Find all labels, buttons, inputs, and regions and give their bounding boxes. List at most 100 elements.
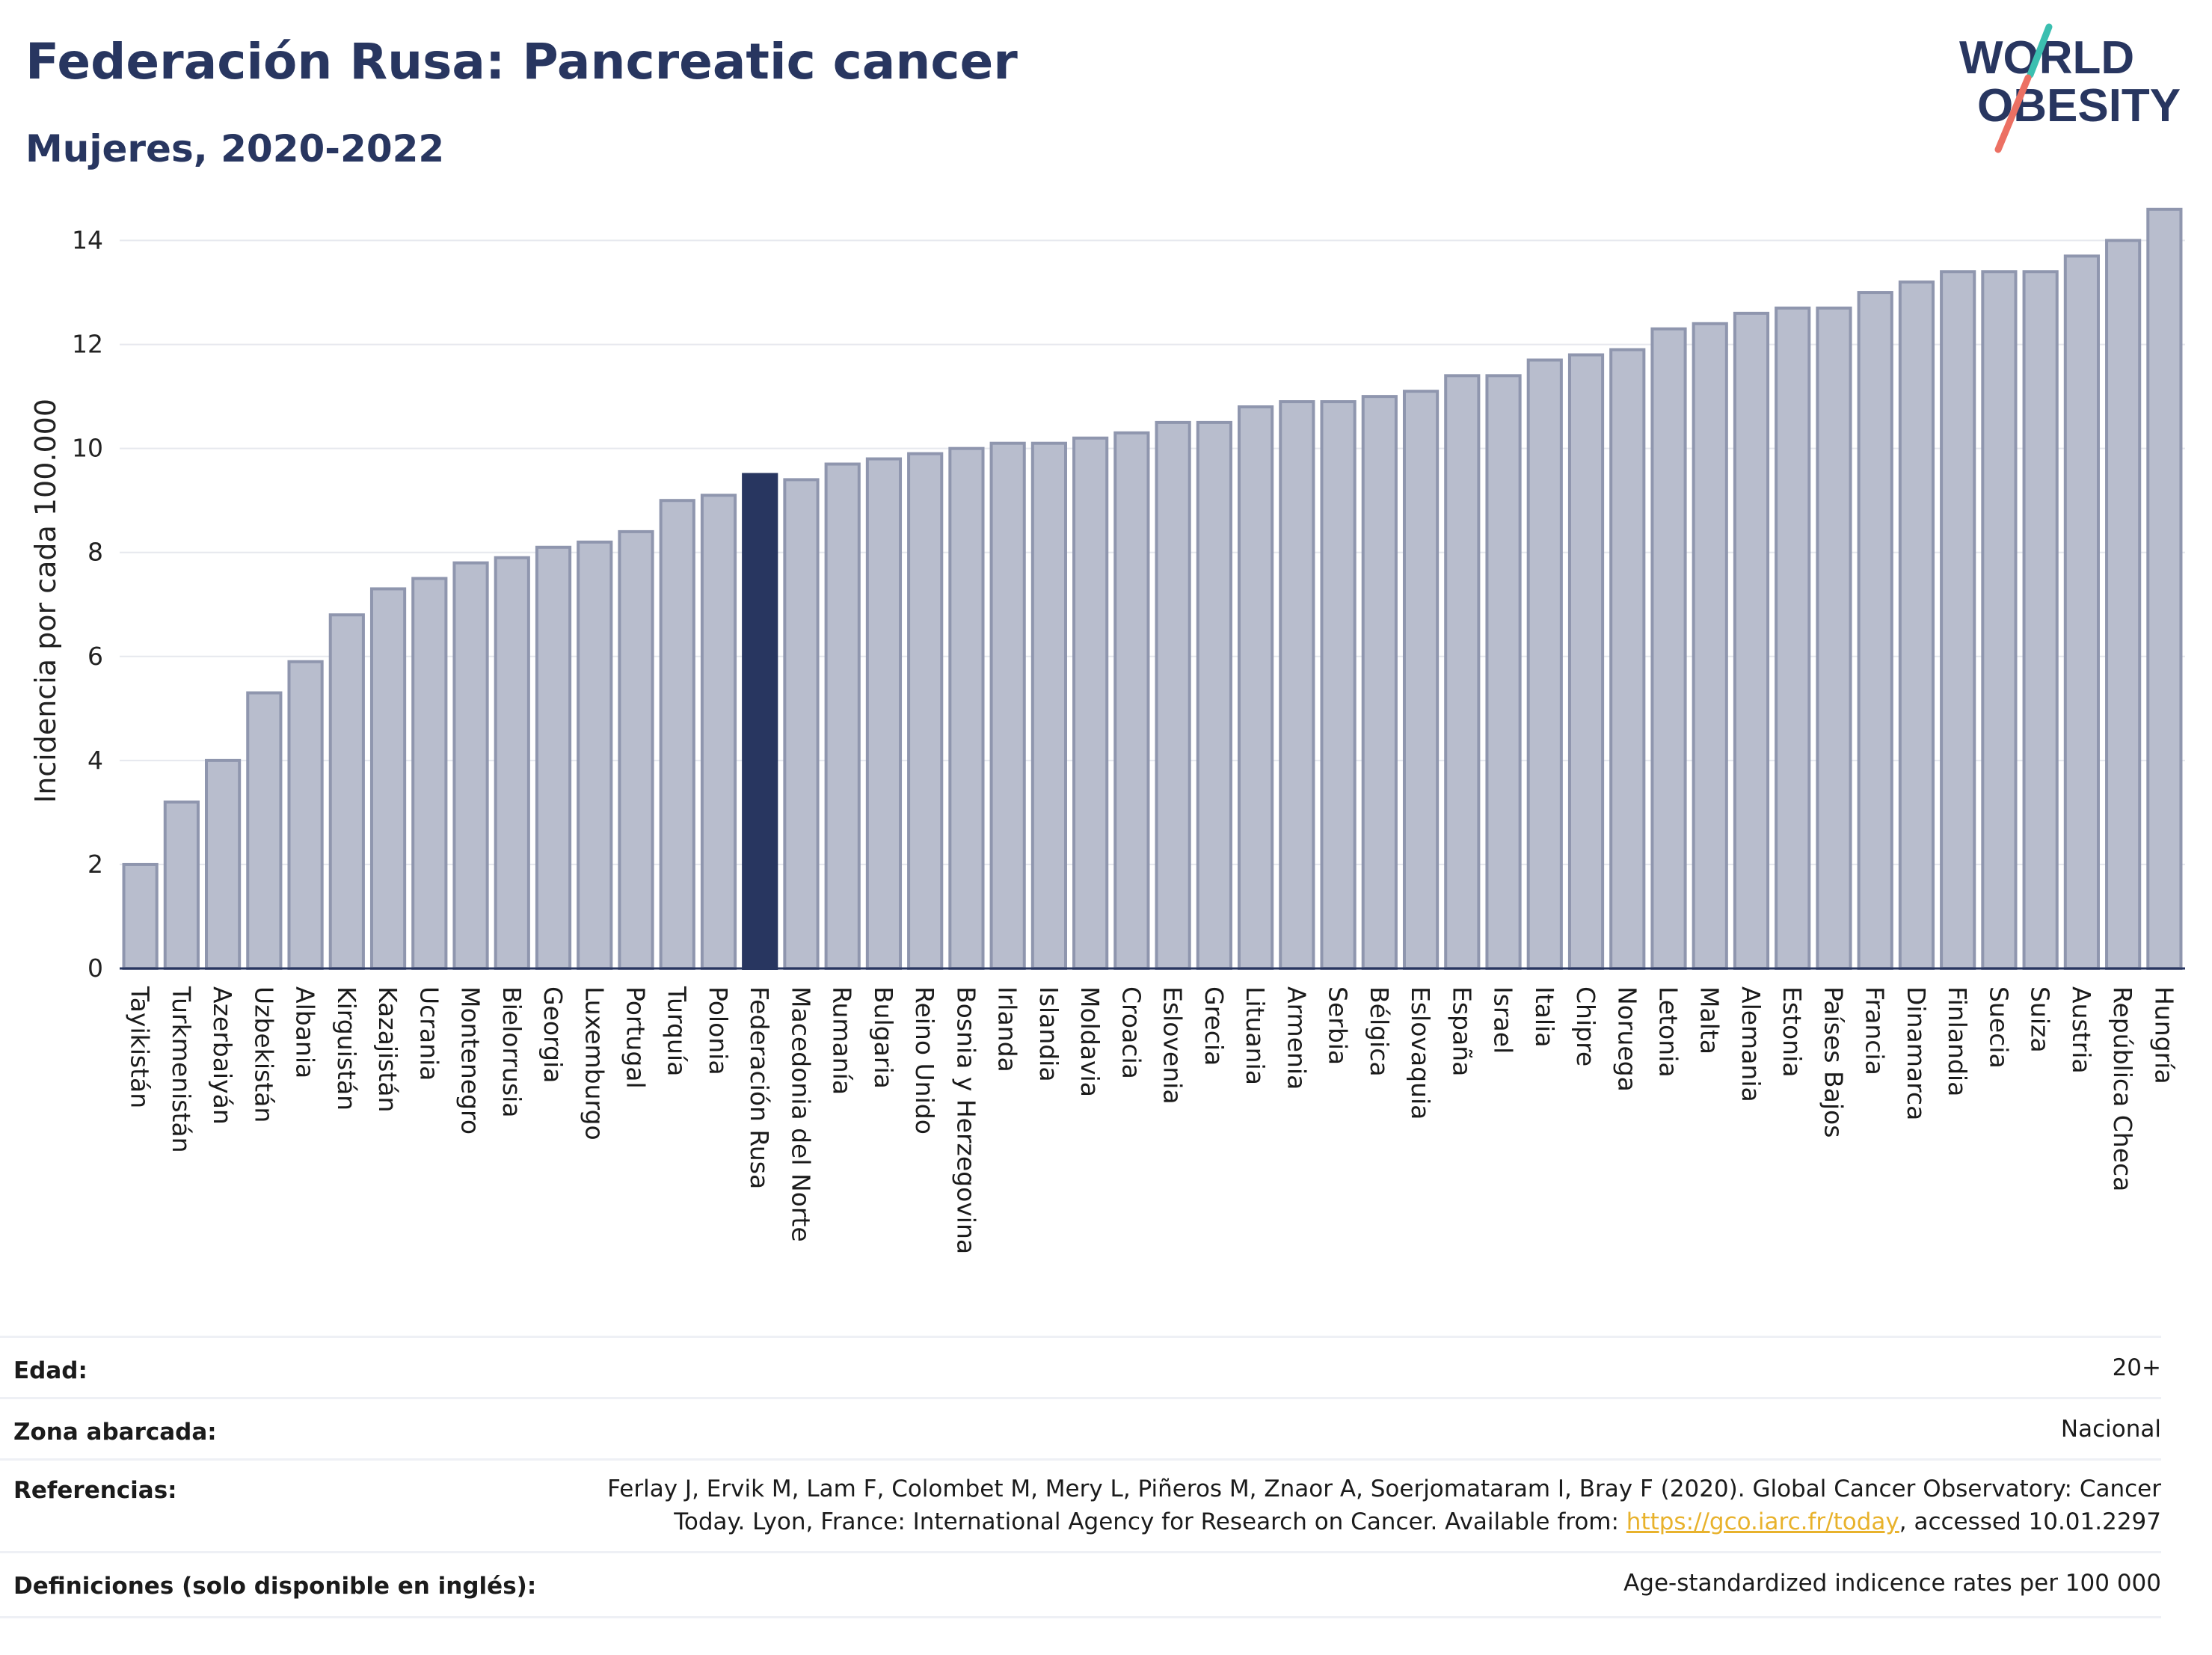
x-tick-label: República Checa	[2108, 986, 2137, 1191]
x-tick-label: Kazajistán	[373, 986, 402, 1112]
bar	[1981, 270, 2018, 970]
x-tick-label: Luxemburgo	[580, 986, 609, 1140]
bar	[618, 529, 654, 970]
y-tick-label: 6	[87, 642, 103, 671]
bar	[1526, 358, 1563, 970]
bar	[2105, 239, 2142, 970]
x-tick-label: Chipre	[1571, 986, 1600, 1066]
chart-title: Federación Rusa: Pancreatic cancer	[25, 33, 1018, 90]
x-tick-label: Turquía	[663, 986, 692, 1076]
x-tick-label: Georgia	[538, 986, 568, 1083]
y-tick-label: 10	[72, 434, 103, 463]
bar	[1444, 374, 1481, 970]
bar	[1113, 431, 1150, 970]
x-tick-label: Lituania	[1241, 986, 1270, 1085]
bar	[1361, 395, 1398, 970]
bar	[2022, 270, 2059, 970]
x-tick-label: Finlandia	[1943, 986, 1972, 1096]
y-tick-label: 14	[72, 226, 103, 255]
y-tick-label: 12	[72, 330, 103, 359]
bar	[1898, 280, 1935, 971]
y-tick-label: 2	[87, 850, 103, 879]
bar	[577, 540, 613, 970]
x-tick-label: Suiza	[2026, 986, 2055, 1053]
x-tick-label: Bélgica	[1365, 986, 1394, 1077]
x-tick-label: Bielorrusia	[497, 986, 526, 1118]
y-tick-label: 8	[87, 538, 103, 567]
bar	[452, 561, 489, 970]
bar	[1650, 327, 1687, 970]
x-tick-label: Reino Unido	[910, 986, 939, 1134]
bar	[742, 473, 778, 970]
bar	[2063, 254, 2100, 971]
chart-subtitle: Mujeres, 2020-2022	[25, 127, 445, 171]
x-tick-label: Israel	[1489, 986, 1518, 1054]
bar	[1072, 436, 1109, 970]
x-tick-label: Eslovenia	[1158, 986, 1188, 1105]
bar	[1279, 400, 1315, 970]
meta-row-age: Edad: 20+	[0, 1336, 2161, 1399]
references-label: Referencias:	[13, 1477, 177, 1504]
x-tick-label: Kirguistán	[332, 986, 361, 1111]
references-line-1: Ferlay J, Ervik M, Lam F, Colombet M, Me…	[607, 1476, 2161, 1502]
bar	[205, 758, 242, 970]
x-tick-label: España	[1447, 986, 1476, 1076]
bar	[122, 862, 159, 971]
meta-row-references: Referencias: Ferlay J, Ervik M, Lam F, C…	[0, 1458, 2161, 1553]
bar	[328, 613, 365, 970]
bar	[246, 691, 283, 970]
x-tick-label: Islandia	[1034, 986, 1063, 1082]
x-tick-label: Moldavia	[1075, 986, 1105, 1097]
x-tick-label: Bulgaria	[869, 986, 898, 1089]
x-tick-label: Países Bajos	[1819, 986, 1848, 1137]
bar	[948, 446, 985, 970]
y-axis-label: Incidencia por cada 100.000	[29, 399, 62, 803]
y-tick-label: 4	[87, 746, 103, 775]
bar	[1030, 441, 1067, 970]
bar	[1320, 400, 1357, 970]
x-tick-label: Montenegro	[456, 986, 485, 1134]
y-tick-label: 0	[87, 954, 103, 983]
bar	[1692, 322, 1728, 970]
bar	[1609, 348, 1646, 970]
bar	[1733, 311, 1770, 970]
x-tick-label: Armenia	[1282, 986, 1311, 1090]
bar	[535, 545, 572, 970]
x-tick-label: Macedonia del Norte	[786, 986, 815, 1242]
bar	[865, 457, 903, 970]
x-tick-label: Portugal	[621, 986, 651, 1089]
definitions-value: Age-standardized indicence rates per 100…	[1623, 1570, 2161, 1597]
bar	[1238, 405, 1274, 970]
x-tick-label: Letonia	[1654, 986, 1683, 1078]
zone-value: Nacional	[2060, 1416, 2161, 1443]
bar	[2146, 207, 2183, 970]
bar	[907, 452, 944, 970]
age-label: Edad:	[13, 1357, 87, 1384]
x-tick-label: Dinamarca	[1902, 986, 1931, 1120]
bar	[1940, 270, 1976, 970]
x-tick-label: Grecia	[1199, 986, 1229, 1066]
logo-slash-teal	[2027, 23, 2053, 79]
x-tick-label: Suecia	[1984, 986, 2013, 1069]
x-tick-label: Rumanía	[828, 986, 857, 1095]
references-link[interactable]: https://gco.iarc.fr/today	[1626, 1508, 1899, 1535]
bar	[287, 660, 324, 971]
x-tick-label: Turkmenistán	[167, 986, 196, 1153]
x-tick-label: Federación Rusa	[745, 986, 774, 1189]
x-tick-label: Hungría	[2149, 986, 2178, 1084]
bar	[494, 556, 530, 970]
world-obesity-logo: WORLD OBESITY	[1959, 23, 2181, 153]
zone-label: Zona abarcada:	[13, 1419, 217, 1446]
bar	[1155, 420, 1191, 970]
x-tick-label: Croacia	[1116, 986, 1146, 1079]
logo-slash-coral	[1994, 74, 2032, 153]
bar	[1857, 291, 1893, 971]
bar	[369, 587, 407, 970]
references-line-2-text: Today. Lyon, France: International Agenc…	[674, 1508, 1626, 1535]
x-tick-label: Malta	[1695, 986, 1724, 1054]
x-tick-label: Italia	[1530, 986, 1559, 1047]
bar	[411, 577, 448, 970]
bar	[1196, 420, 1232, 970]
x-tick-label: Austria	[2067, 986, 2096, 1074]
bar	[1485, 374, 1522, 970]
